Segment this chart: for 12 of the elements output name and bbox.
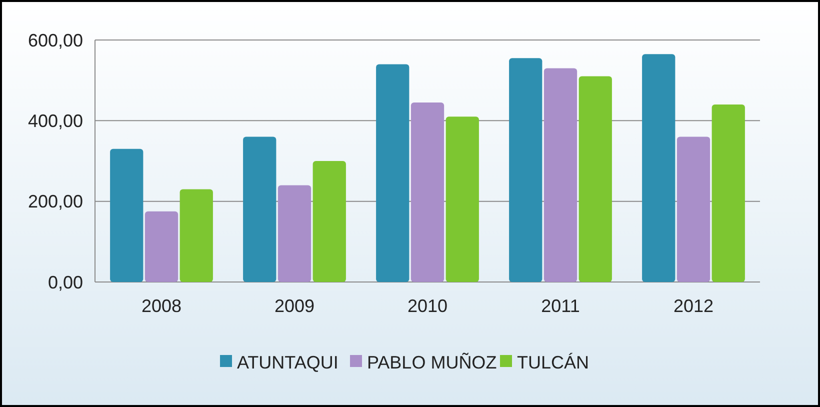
x-tick-label: 2009	[274, 296, 315, 316]
y-tick-label: 200,00	[28, 192, 83, 212]
legend-label: TULCÁN	[517, 352, 590, 372]
x-tick-label: 2010	[407, 296, 448, 316]
y-tick-label: 0,00	[48, 272, 83, 292]
legend-label: PABLO MUÑOZ	[367, 352, 497, 372]
legend-label: ATUNTAQUI	[237, 352, 338, 372]
y-tick-label: 400,00	[28, 110, 83, 131]
x-tick-label: 2008	[141, 296, 182, 316]
x-tick-label: 2012	[673, 296, 714, 316]
x-tick-label: 2011	[541, 296, 580, 316]
y-tick-label: 600,00	[28, 30, 83, 50]
